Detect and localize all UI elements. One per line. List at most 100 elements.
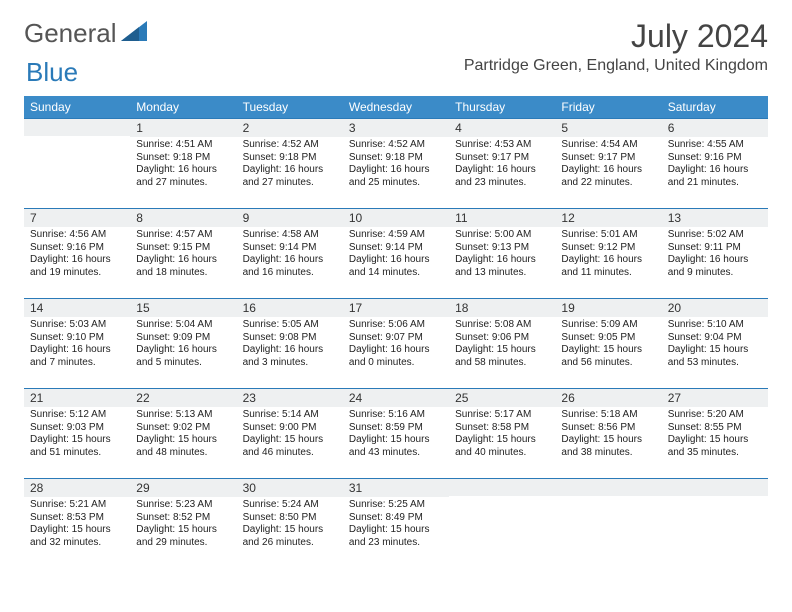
- day-number: 16: [237, 299, 343, 317]
- sunrise-text: Sunrise: 4:59 AM: [349, 229, 443, 242]
- daylight-text: Daylight: 15 hours and 58 minutes.: [455, 344, 549, 369]
- daylight-text: Daylight: 15 hours and 23 minutes.: [349, 524, 443, 549]
- calendar-day-cell: 11Sunrise: 5:00 AMSunset: 9:13 PMDayligh…: [449, 209, 555, 299]
- day-details: Sunrise: 5:01 AMSunset: 9:12 PMDaylight:…: [555, 227, 661, 283]
- day-details: Sunrise: 5:20 AMSunset: 8:55 PMDaylight:…: [662, 407, 768, 463]
- calendar-day-cell: 2Sunrise: 4:52 AMSunset: 9:18 PMDaylight…: [237, 119, 343, 209]
- sunset-text: Sunset: 9:00 PM: [243, 422, 337, 435]
- calendar-day-cell: 18 Sunrise: 5:08 AMSunset: 9:06 PMDayligh…: [449, 299, 555, 389]
- sunset-text: Sunset: 9:18 PM: [243, 152, 337, 165]
- day-number: [662, 479, 768, 496]
- calendar-day-cell: 6Sunrise: 4:55 AMSunset: 9:16 PMDaylight…: [662, 119, 768, 209]
- sunrise-text: Sunrise: 5:05 AM: [243, 319, 337, 332]
- day-details: Sunrise: 4:53 AMSunset: 9:17 PMDaylight:…: [449, 137, 555, 193]
- day-number: 13: [662, 209, 768, 227]
- day-number: 12: [555, 209, 661, 227]
- sunrise-text: Sunrise: 5:03 AM: [30, 319, 124, 332]
- calendar-day-cell: [555, 479, 661, 569]
- day-number: 3: [343, 119, 449, 137]
- day-number: 2: [237, 119, 343, 137]
- sunset-text: Sunset: 9:06 PM: [455, 332, 549, 345]
- calendar-day-cell: 13 Sunrise: 5:02 AMSunset: 9:11 PMDayligh…: [662, 209, 768, 299]
- sunrise-text: Sunrise: 5:21 AM: [30, 499, 124, 512]
- sunrise-text: Sunrise: 5:01 AM: [561, 229, 655, 242]
- sunset-text: Sunset: 9:11 PM: [668, 242, 762, 255]
- sunset-text: Sunset: 9:13 PM: [455, 242, 549, 255]
- sunrise-text: Sunrise: 5:00 AM: [455, 229, 549, 242]
- calendar-day-cell: 15Sunrise: 5:04 AMSunset: 9:09 PMDayligh…: [130, 299, 236, 389]
- day-details: Sunrise: 4:59 AMSunset: 9:14 PMDaylight:…: [343, 227, 449, 283]
- logo: General: [24, 18, 149, 49]
- day-details: Sunrise: 5:12 AMSunset: 9:03 PMDaylight:…: [24, 407, 130, 463]
- day-details: Sunrise: 5:00 AMSunset: 9:13 PMDaylight:…: [449, 227, 555, 283]
- sunrise-text: Sunrise: 5:10 AM: [668, 319, 762, 332]
- calendar-day-cell: [24, 119, 130, 209]
- daylight-text: Daylight: 16 hours and 0 minutes.: [349, 344, 443, 369]
- sunrise-text: Sunrise: 5:13 AM: [136, 409, 230, 422]
- day-details: Sunrise: 4:51 AMSunset: 9:18 PMDaylight:…: [130, 137, 236, 193]
- day-number: 10: [343, 209, 449, 227]
- day-number: 25: [449, 389, 555, 407]
- daylight-text: Daylight: 16 hours and 14 minutes.: [349, 254, 443, 279]
- day-number: 28: [24, 479, 130, 497]
- calendar-day-cell: 31Sunrise: 5:25 AMSunset: 8:49 PMDayligh…: [343, 479, 449, 569]
- calendar-week-row: 7Sunrise: 4:56 AMSunset: 9:16 PMDaylight…: [24, 209, 768, 299]
- day-number: 30: [237, 479, 343, 497]
- daylight-text: Daylight: 16 hours and 9 minutes.: [668, 254, 762, 279]
- daylight-text: Daylight: 15 hours and 38 minutes.: [561, 434, 655, 459]
- sunrise-text: Sunrise: 4:54 AM: [561, 139, 655, 152]
- calendar-day-cell: 17Sunrise: 5:06 AMSunset: 9:07 PMDayligh…: [343, 299, 449, 389]
- daylight-text: Daylight: 16 hours and 19 minutes.: [30, 254, 124, 279]
- day-header: Tuesday: [237, 96, 343, 119]
- calendar-day-cell: 1Sunrise: 4:51 AMSunset: 9:18 PMDaylight…: [130, 119, 236, 209]
- calendar-day-cell: 4Sunrise: 4:53 AMSunset: 9:17 PMDaylight…: [449, 119, 555, 209]
- sunrise-text: Sunrise: 4:52 AM: [243, 139, 337, 152]
- sunrise-text: Sunrise: 4:53 AM: [455, 139, 549, 152]
- day-details: Sunrise: 5:21 AMSunset: 8:53 PMDaylight:…: [24, 497, 130, 553]
- daylight-text: Daylight: 16 hours and 16 minutes.: [243, 254, 337, 279]
- day-details: Sunrise: 4:56 AMSunset: 9:16 PMDaylight:…: [24, 227, 130, 283]
- sunrise-text: Sunrise: 5:09 AM: [561, 319, 655, 332]
- sunset-text: Sunset: 8:52 PM: [136, 512, 230, 525]
- calendar-day-cell: 24Sunrise: 5:16 AMSunset: 8:59 PMDayligh…: [343, 389, 449, 479]
- daylight-text: Daylight: 16 hours and 18 minutes.: [136, 254, 230, 279]
- daylight-text: Daylight: 15 hours and 32 minutes.: [30, 524, 124, 549]
- day-number: 18: [449, 299, 555, 317]
- sunrise-text: Sunrise: 5:06 AM: [349, 319, 443, 332]
- day-number: 27: [662, 389, 768, 407]
- day-header: Wednesday: [343, 96, 449, 119]
- day-details: Sunrise: 5:25 AMSunset: 8:49 PMDaylight:…: [343, 497, 449, 553]
- daylight-text: Daylight: 16 hours and 25 minutes.: [349, 164, 443, 189]
- calendar-day-cell: 3Sunrise: 4:52 AMSunset: 9:18 PMDaylight…: [343, 119, 449, 209]
- day-details: Sunrise: 5:18 AMSunset: 8:56 PMDaylight:…: [555, 407, 661, 463]
- day-header: Thursday: [449, 96, 555, 119]
- sunrise-text: Sunrise: 5:08 AM: [455, 319, 549, 332]
- calendar-day-cell: [449, 479, 555, 569]
- daylight-text: Daylight: 15 hours and 40 minutes.: [455, 434, 549, 459]
- calendar-day-cell: 30Sunrise: 5:24 AMSunset: 8:50 PMDayligh…: [237, 479, 343, 569]
- calendar-head: SundayMondayTuesdayWednesdayThursdayFrid…: [24, 96, 768, 119]
- sunrise-text: Sunrise: 5:02 AM: [668, 229, 762, 242]
- day-details: Sunrise: 5:24 AMSunset: 8:50 PMDaylight:…: [237, 497, 343, 553]
- calendar-week-row: 14Sunrise: 5:03 AMSunset: 9:10 PMDayligh…: [24, 299, 768, 389]
- daylight-text: Daylight: 15 hours and 46 minutes.: [243, 434, 337, 459]
- sunrise-text: Sunrise: 4:52 AM: [349, 139, 443, 152]
- day-header: Saturday: [662, 96, 768, 119]
- day-details: Sunrise: 4:52 AMSunset: 9:18 PMDaylight:…: [237, 137, 343, 193]
- day-number: 4: [449, 119, 555, 137]
- calendar-day-cell: 28Sunrise: 5:21 AMSunset: 8:53 PMDayligh…: [24, 479, 130, 569]
- day-number: 31: [343, 479, 449, 497]
- sunset-text: Sunset: 9:14 PM: [349, 242, 443, 255]
- day-number: 29: [130, 479, 236, 497]
- day-number: 15: [130, 299, 236, 317]
- day-details: Sunrise: 5:05 AMSunset: 9:08 PMDaylight:…: [237, 317, 343, 373]
- daylight-text: Daylight: 15 hours and 29 minutes.: [136, 524, 230, 549]
- calendar-day-cell: 27Sunrise: 5:20 AMSunset: 8:55 PMDayligh…: [662, 389, 768, 479]
- sunrise-text: Sunrise: 5:12 AM: [30, 409, 124, 422]
- daylight-text: Daylight: 15 hours and 26 minutes.: [243, 524, 337, 549]
- daylight-text: Daylight: 16 hours and 5 minutes.: [136, 344, 230, 369]
- day-number: 11: [449, 209, 555, 227]
- sunrise-text: Sunrise: 5:04 AM: [136, 319, 230, 332]
- sunset-text: Sunset: 9:02 PM: [136, 422, 230, 435]
- day-details: Sunrise: 5:06 AMSunset: 9:07 PMDaylight:…: [343, 317, 449, 373]
